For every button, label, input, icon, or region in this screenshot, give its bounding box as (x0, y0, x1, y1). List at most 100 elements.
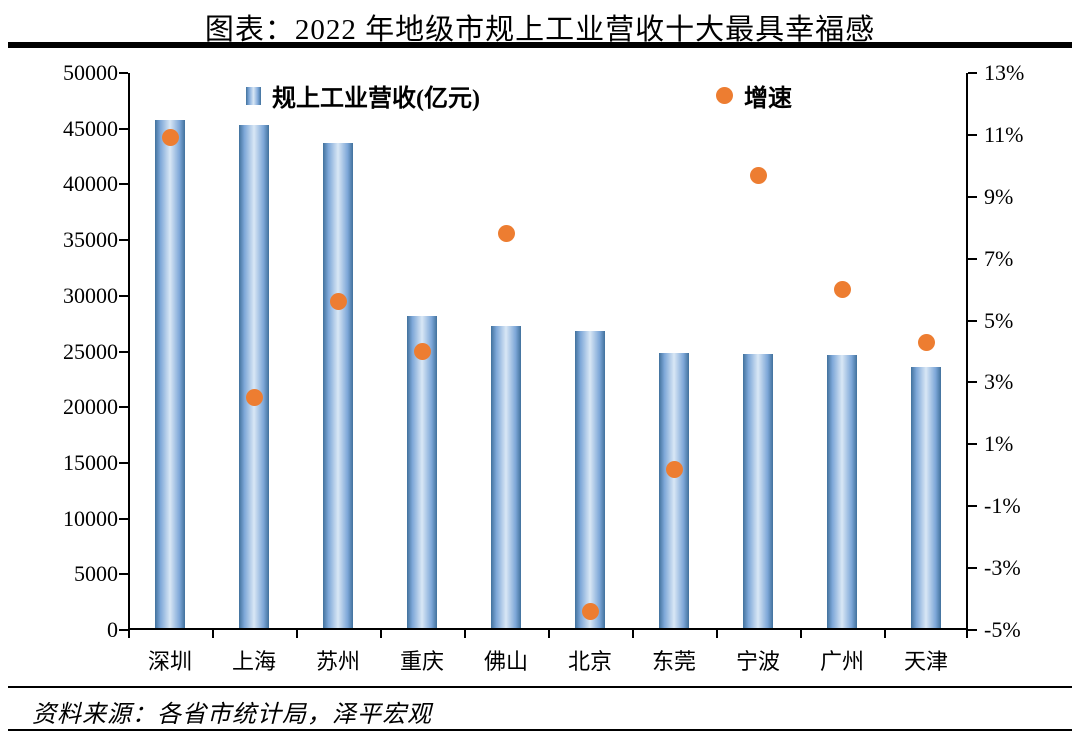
right-axis-tick (968, 72, 977, 74)
right-axis-tick (968, 195, 977, 198)
growth-dot (413, 343, 431, 360)
right-axis-tick-label: -3% (984, 555, 1021, 581)
bar (155, 119, 185, 630)
x-axis-tick (966, 630, 968, 638)
right-axis-tick-label: 7% (984, 245, 1014, 271)
left-axis-tick (119, 72, 128, 74)
legend-item-growth: 增速 (716, 78, 792, 113)
right-axis-tick (968, 505, 977, 508)
left-axis-tick-label: 15000 (63, 449, 118, 475)
x-axis-tick (884, 630, 886, 638)
growth-dot (581, 602, 599, 620)
x-axis-category-label: 深圳 (147, 649, 192, 674)
right-axis-tick-label: 11% (984, 121, 1024, 147)
left-axis-tick (119, 517, 128, 520)
growth-dot (161, 129, 179, 147)
bar-swatch-icon (246, 86, 261, 105)
right-axis-labels: -5% -3% -1% 1% 3% 5% 7% 9% 11% 13% (984, 60, 1064, 642)
left-axis-tick (119, 294, 128, 297)
x-axis-tick (548, 630, 550, 638)
chart-title: 图表：2022 年地级市规上工业营收十大最具幸福感 (204, 14, 876, 46)
x-axis-tick (800, 630, 802, 638)
x-axis-category-label: 苏州 (315, 649, 360, 674)
left-axis-tick-label: 5000 (74, 561, 118, 587)
bar (827, 354, 857, 630)
x-axis-tick (716, 630, 718, 638)
right-axis-tick-label: 1% (984, 431, 1014, 457)
growth-dot (665, 460, 683, 478)
growth-dot (245, 389, 263, 407)
x-axis-tick (128, 630, 130, 638)
right-axis-tick (968, 381, 977, 384)
right-axis-line (966, 73, 968, 630)
x-axis-category-label: 宁波 (735, 649, 780, 674)
legend-label-revenue: 规上工业营收(亿元) (272, 86, 480, 112)
left-axis-line (128, 73, 130, 630)
growth-dot (917, 333, 935, 351)
left-axis-tick (119, 183, 128, 186)
bottom-axis-line (128, 628, 968, 630)
right-axis-tick (968, 629, 977, 631)
x-axis-labels: 深圳 上海 苏州 重庆 佛山 北京 东莞 宁波 广州 天津 (128, 644, 968, 676)
right-axis-tick (968, 319, 977, 322)
left-axis-tick-label: 30000 (63, 282, 118, 308)
x-axis-tick (464, 630, 466, 638)
left-axis-tick (119, 406, 128, 409)
right-axis-tick (968, 257, 977, 260)
x-axis-tick (380, 630, 382, 638)
left-axis-tick-label: 25000 (63, 338, 118, 364)
left-axis-tick-label: 10000 (63, 505, 118, 531)
x-axis-category-label: 东莞 (651, 649, 696, 674)
bar (659, 352, 689, 630)
bar (743, 353, 773, 630)
x-axis-category-label: 北京 (567, 649, 612, 674)
x-axis-category-label: 重庆 (399, 649, 444, 674)
x-axis-category-label: 佛山 (483, 649, 528, 674)
dot-swatch-icon (716, 87, 733, 104)
left-axis-tick-label: 45000 (63, 115, 118, 141)
left-axis-tick (119, 127, 128, 130)
right-axis-tick-label: -1% (984, 493, 1021, 519)
x-axis-tick (296, 630, 298, 638)
bottom-divider (8, 729, 1072, 731)
left-axis-tick (119, 239, 128, 242)
right-axis-tick-label: 5% (984, 307, 1014, 333)
right-axis-tick-label: 13% (984, 60, 1025, 85)
x-axis-category-label: 上海 (231, 649, 276, 674)
left-axis-tick-label: 0 (107, 617, 118, 642)
left-axis-tick-label: 35000 (63, 227, 118, 253)
x-axis-category-label: 广州 (819, 649, 864, 674)
left-axis-tick (119, 350, 128, 353)
x-axis-tick (632, 630, 634, 638)
title-divider (8, 42, 1072, 48)
growth-dot (497, 225, 515, 243)
right-axis-tick (968, 567, 977, 570)
bar (323, 143, 353, 630)
left-axis-tick (119, 461, 128, 464)
left-axis-tick (119, 629, 128, 631)
growth-dot (329, 293, 347, 311)
left-axis-tick (119, 573, 128, 576)
legend-label-growth: 增速 (744, 86, 792, 112)
source-note: 资料来源：各省市统计局，泽平宏观 (32, 702, 432, 728)
bar (239, 125, 269, 630)
right-axis-tick (968, 133, 977, 136)
bar (491, 325, 521, 630)
left-axis-tick-label: 40000 (63, 171, 118, 197)
right-axis-tick-label: 9% (984, 183, 1014, 209)
right-axis-tick-label: 3% (984, 369, 1014, 395)
growth-dot (833, 281, 851, 299)
source-divider (8, 686, 1072, 688)
x-axis-tick (212, 630, 214, 638)
x-axis-category-label: 天津 (903, 649, 948, 674)
left-axis-labels: 0 5000 10000 15000 20000 25000 30000 35000 40000… (26, 60, 118, 642)
left-axis-tick-label: 20000 (63, 394, 118, 420)
growth-dot (749, 166, 767, 184)
bar (911, 367, 941, 630)
left-axis-tick-label: 50000 (63, 60, 118, 85)
right-axis-tick-label: -5% (984, 617, 1021, 642)
right-axis-tick (968, 443, 977, 446)
legend-item-revenue: 规上工业营收(亿元) (246, 78, 480, 113)
plot-area: 规上工业营收(亿元) 增速 (119, 72, 977, 638)
